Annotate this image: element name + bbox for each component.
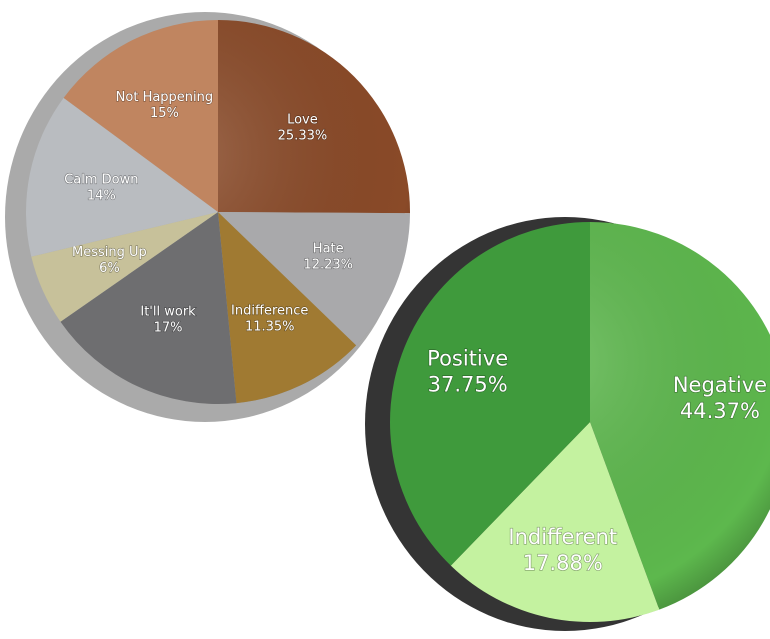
slice-label: Hate xyxy=(313,241,344,256)
pie-slice xyxy=(25,97,219,257)
pie-slice xyxy=(218,212,357,404)
slice-label: Love xyxy=(287,113,318,128)
slice-value-label: 44.37% xyxy=(680,399,760,423)
slice-value-label: 12.23% xyxy=(303,257,353,272)
pie-slice xyxy=(390,221,590,566)
pie-slice xyxy=(60,212,237,404)
slice-label: Negative xyxy=(673,373,767,397)
pie-slice xyxy=(450,422,660,622)
slice-value-label: 25.33% xyxy=(278,129,328,144)
slice-value-label: 11.35% xyxy=(245,320,295,335)
slice-label: Calm Down xyxy=(64,173,138,188)
slice-label: Messing Up xyxy=(72,245,147,260)
pie-slice xyxy=(218,212,410,346)
pie-slice xyxy=(63,20,218,212)
slice-value-label: 37.75% xyxy=(428,372,508,396)
slice-value-label: 6% xyxy=(99,261,120,276)
slice-value-label: 15% xyxy=(150,106,179,121)
slice-label: It'll work xyxy=(140,305,196,320)
slice-label: Positive xyxy=(427,346,508,370)
slice-label: Not Happening xyxy=(116,90,214,105)
slice-value-label: 17% xyxy=(154,321,183,336)
slice-label: Indifferent xyxy=(508,525,617,549)
pie-slice xyxy=(31,212,218,322)
slice-value-label: 14% xyxy=(87,189,116,204)
slice-value-label: 17.88% xyxy=(523,551,603,575)
slice-label: Indifference xyxy=(231,304,308,319)
